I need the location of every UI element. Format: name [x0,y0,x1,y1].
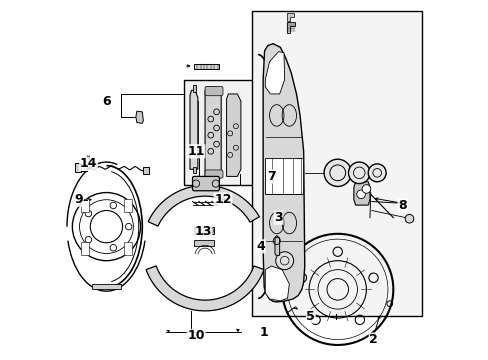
Polygon shape [80,164,86,171]
Polygon shape [92,284,121,289]
Polygon shape [204,87,221,176]
Text: 1: 1 [259,326,268,339]
Text: 11: 11 [187,145,204,158]
Text: 6: 6 [102,95,110,108]
Polygon shape [276,239,293,291]
Polygon shape [81,242,89,255]
Text: 12: 12 [214,193,231,206]
Text: 13: 13 [194,225,211,238]
Text: 10: 10 [187,329,204,342]
Circle shape [348,162,369,184]
FancyBboxPatch shape [204,86,223,96]
Text: 14: 14 [80,157,97,170]
Polygon shape [194,64,219,69]
Text: 9: 9 [74,193,83,206]
Circle shape [324,159,351,186]
Polygon shape [75,163,81,172]
Polygon shape [263,44,304,302]
Polygon shape [192,167,196,173]
Polygon shape [191,101,198,158]
Polygon shape [226,94,241,176]
Text: 7: 7 [266,170,275,183]
Polygon shape [192,85,196,92]
Polygon shape [194,240,214,246]
Polygon shape [136,111,143,123]
Polygon shape [194,227,214,234]
Polygon shape [274,235,279,255]
Bar [251,12,421,316]
Circle shape [356,190,365,199]
Circle shape [275,252,293,270]
Text: 8: 8 [397,199,406,212]
Circle shape [405,215,413,223]
Polygon shape [190,90,198,169]
Polygon shape [81,199,89,212]
Polygon shape [353,182,369,205]
FancyBboxPatch shape [192,176,219,191]
Text: 4: 4 [256,240,264,253]
Circle shape [367,164,386,182]
Polygon shape [286,22,294,33]
Polygon shape [265,158,302,194]
Polygon shape [265,266,289,301]
Polygon shape [286,13,293,22]
Circle shape [362,185,370,193]
Bar [183,80,296,185]
Polygon shape [123,199,132,212]
Text: 5: 5 [306,310,315,323]
FancyBboxPatch shape [204,170,223,178]
Text: 3: 3 [274,211,282,224]
Text: 2: 2 [368,333,377,346]
Polygon shape [146,266,264,311]
Polygon shape [148,185,259,226]
Polygon shape [265,51,284,94]
Polygon shape [143,167,149,174]
Polygon shape [123,242,132,255]
